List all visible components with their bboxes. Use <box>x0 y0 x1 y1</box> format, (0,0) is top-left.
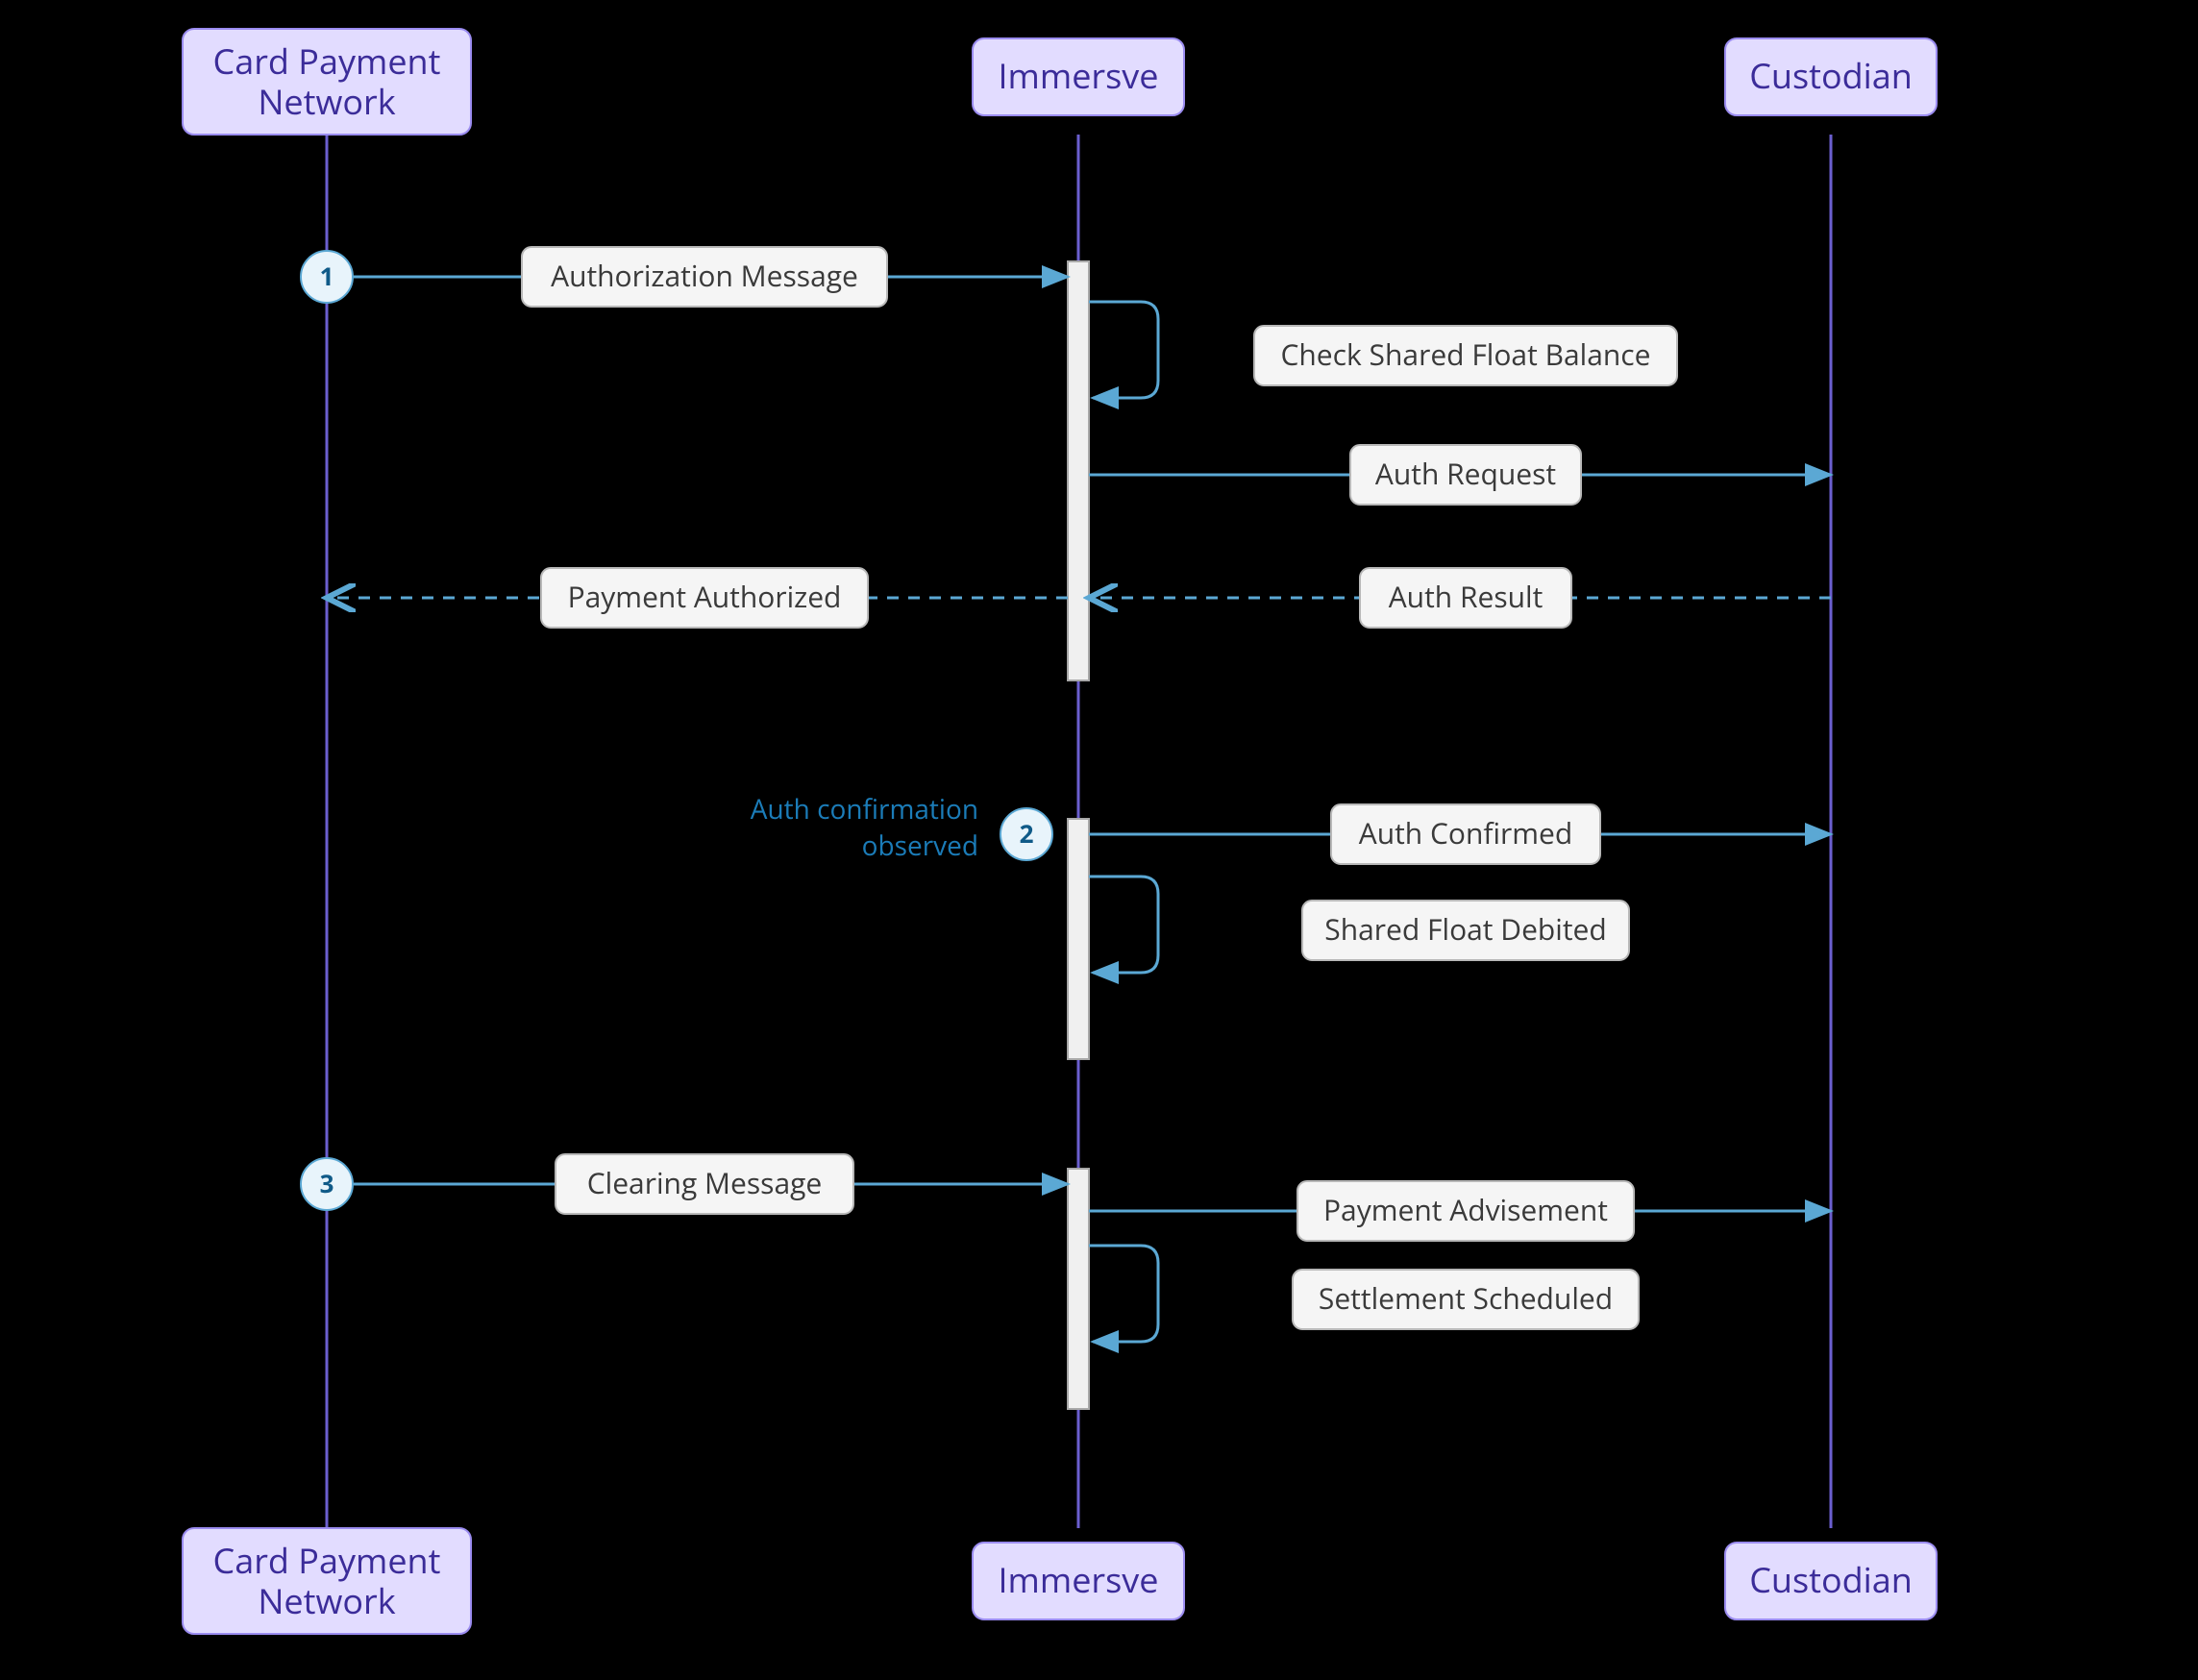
step-number-2: 2 <box>1020 816 1034 851</box>
participant-label-immersve: Immersve <box>999 52 1159 99</box>
message-label-4: Payment Authorized <box>568 577 842 616</box>
message-label-1: Check Shared Float Balance <box>1280 334 1650 374</box>
activation-2 <box>1068 1169 1089 1409</box>
message-label-7: Clearing Message <box>587 1163 823 1202</box>
message-label-0: Authorization Message <box>551 256 858 295</box>
participant-label-cpn-l2: Network <box>258 1577 395 1624</box>
step-number-1: 1 <box>320 259 334 293</box>
message-label-6: Shared Float Debited <box>1324 909 1606 949</box>
message-label-9: Settlement Scheduled <box>1319 1278 1613 1318</box>
sequence-diagram: Authorization Message Check Shared Float … <box>0 0 2198 1680</box>
message-label-8: Payment Advisement <box>1323 1190 1608 1229</box>
message-label-3: Auth Result <box>1389 577 1544 616</box>
step-number-3: 3 <box>320 1166 334 1200</box>
arrow-self-1 <box>1089 302 1158 398</box>
activation-0 <box>1068 261 1089 680</box>
arrow-self-9 <box>1089 1246 1158 1342</box>
note-line2: observed <box>862 828 978 864</box>
note-line1: Auth confirmation <box>751 791 978 828</box>
activation-1 <box>1068 819 1089 1059</box>
participant-label-custodian: Custodian <box>1749 1556 1913 1603</box>
participant-label-cpn-l2: Network <box>258 78 395 125</box>
message-label-5: Auth Confirmed <box>1359 813 1573 852</box>
arrow-self-6 <box>1089 877 1158 973</box>
participant-label-immersve: Immersve <box>999 1556 1159 1603</box>
message-label-2: Auth Request <box>1375 454 1556 493</box>
participant-label-custodian: Custodian <box>1749 52 1913 99</box>
